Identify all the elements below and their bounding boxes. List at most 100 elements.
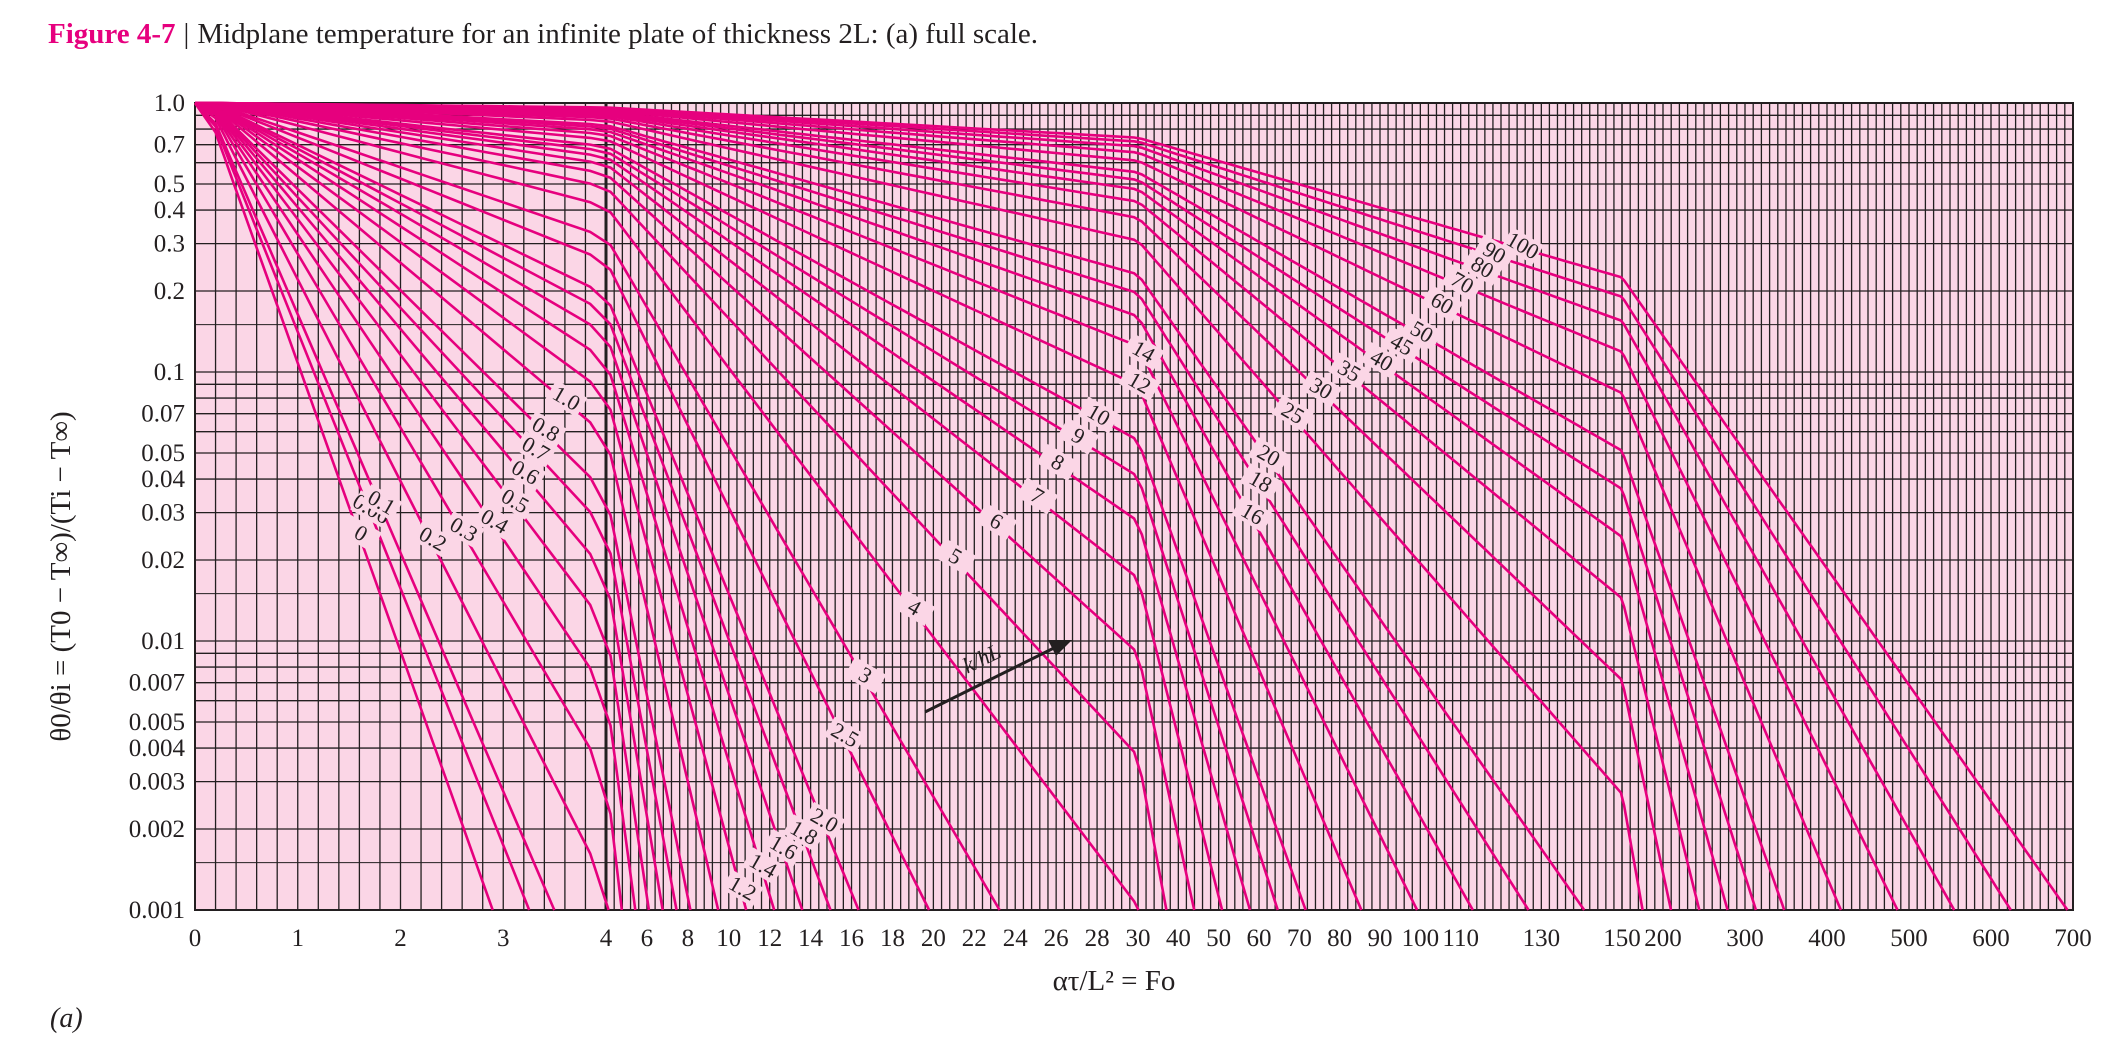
curve-label-bg <box>803 801 846 839</box>
y-tick-label: 1.0 <box>154 90 185 117</box>
y-tick-label: 0.3 <box>154 231 185 258</box>
y-axis-label: θ0/θi = (T0 − T∞)/(Ti − T∞) <box>45 411 77 741</box>
y-tick-label: 0.003 <box>129 769 185 796</box>
curve-line <box>194 101 931 911</box>
curve-label-bg <box>1360 342 1403 380</box>
curve-line <box>194 101 1196 911</box>
curve-line <box>194 101 624 911</box>
figure-caption: Figure 4-7 | Midplane temperature for an i… <box>48 18 1038 51</box>
y-tick-label: 0.002 <box>129 816 185 843</box>
curve-label-bg <box>1057 417 1100 455</box>
y-tick-label: 0.02 <box>141 547 185 574</box>
x-tick-labels: 0 1 2 3 4 6 8 10 12 14 16 18 20 22 24 26 28 30 40 50 60 70 80 9… <box>189 925 2092 952</box>
curve-label: 25 <box>1271 394 1314 432</box>
curve-label-bg <box>1420 284 1464 322</box>
curve-line <box>194 101 1530 911</box>
curve-line <box>194 101 1224 911</box>
curve-line <box>194 101 1363 911</box>
x-tick-label: 30 <box>1126 925 1151 952</box>
curve-label-bg <box>1461 248 1504 286</box>
curve-line <box>195 101 2012 911</box>
curve-label-bg <box>741 847 785 885</box>
curve-line <box>194 102 556 911</box>
curve-line <box>194 101 1280 911</box>
x-tick-label: 10 <box>716 925 741 952</box>
x-tick-label: 16 <box>839 925 864 952</box>
curve-line <box>194 101 1252 911</box>
x-tick-label: 22 <box>962 925 987 952</box>
curve-label-bg <box>339 514 382 552</box>
arrow-shaft <box>924 643 1061 714</box>
curve-line <box>194 101 1474 911</box>
curve-line <box>194 101 1701 911</box>
curve-line <box>194 101 1758 911</box>
curve-label-bg <box>1247 437 1290 475</box>
curve-line <box>194 101 860 911</box>
curve-label: 3 <box>844 656 887 694</box>
curve-label-bg <box>493 482 537 520</box>
x-tick-label: 110 <box>1442 925 1479 952</box>
curve-label-bg <box>934 537 977 576</box>
curve-label-bg <box>762 829 805 867</box>
curve-line <box>194 101 692 911</box>
curve-label-bg <box>1299 370 1343 408</box>
curve-line <box>194 101 1673 911</box>
curve-label: 0.4 <box>473 502 516 540</box>
x-tick-label: 2 <box>394 925 407 952</box>
caption-text: Midplane temperature for an infinite pla… <box>197 18 1039 50</box>
curve-line <box>194 101 1786 911</box>
curve-line <box>194 101 1307 911</box>
panel-label: (a) <box>50 1003 83 1034</box>
x-tick-label: 0 <box>189 925 202 952</box>
y-tick-label: 0.005 <box>129 709 185 736</box>
x-tick-label: 500 <box>1890 925 1928 952</box>
x-tick-label: 26 <box>1044 925 1069 952</box>
curve-label-bg <box>1271 394 1314 432</box>
curve-label-bg <box>442 510 485 549</box>
y-tick-label: 0.03 <box>141 500 185 527</box>
figure-number: Figure 4-7 <box>48 18 176 50</box>
curve-label-bg <box>823 716 866 754</box>
x-tick-label: 60 <box>1247 925 1272 952</box>
curve-line <box>194 101 1899 911</box>
curve-line <box>194 101 720 911</box>
plot-border <box>194 102 2074 911</box>
x-tick-label: 50 <box>1206 925 1231 952</box>
x-tick-label: 300 <box>1726 925 1764 952</box>
y-tick-labels: 1.0 0.7 0.50.4 0.3 0.2 0.1 0.07 0.050.04 0.03 0.0… <box>129 90 186 924</box>
x-tick-label: 70 <box>1287 925 1312 952</box>
curve-label-bg <box>411 520 454 558</box>
y-tick-label: 0.04 <box>141 466 185 493</box>
curve-line <box>194 101 776 911</box>
curve-label-bg <box>1036 443 1079 482</box>
y-tick-label: 0.7 <box>154 132 185 159</box>
curve-line <box>194 101 637 911</box>
caption-separator: | <box>183 18 190 50</box>
x-tick-label: 12 <box>757 925 782 952</box>
curve-label: 9 <box>1057 417 1100 455</box>
curve-label-bg <box>1231 495 1274 533</box>
x-tick-label: 3 <box>497 925 510 952</box>
curve-line <box>195 101 2069 911</box>
curve-label-bg <box>1473 234 1516 272</box>
curve-label: 5 <box>934 537 977 576</box>
y-tick-label: 0.4 <box>154 197 186 224</box>
curve-line <box>194 101 1644 911</box>
x-tick-label: 20 <box>921 925 946 952</box>
curve-label: 90 <box>1473 234 1516 272</box>
curve-line <box>194 102 531 911</box>
x-tick-label: 24 <box>1003 925 1029 952</box>
x-tick-label: 150 <box>1603 925 1641 952</box>
x-tick-label: 40 <box>1166 925 1191 952</box>
x-tick-label: 600 <box>1972 925 2010 952</box>
curve-label-bg <box>844 656 887 694</box>
x-tick-label: 18 <box>880 925 905 952</box>
curve-label-bg <box>1328 352 1371 390</box>
curve-label: 1.4 <box>741 847 785 885</box>
x-tick-label: 6 <box>641 925 654 952</box>
x-tick-label: 8 <box>682 925 695 952</box>
curve-label-bg <box>1122 333 1165 371</box>
plot-area <box>195 103 2073 910</box>
curve-line <box>194 101 1001 911</box>
curve-label-bg <box>545 379 588 418</box>
